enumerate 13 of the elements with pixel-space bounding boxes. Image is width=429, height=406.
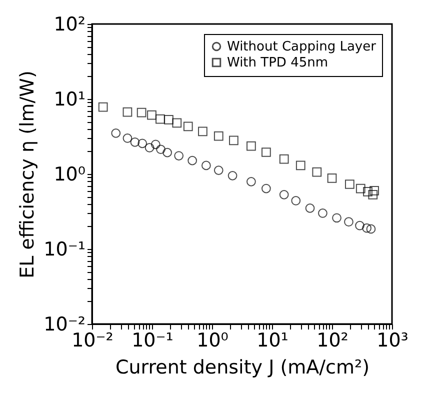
x-axis-title: Current density J (mA/cm²) (115, 356, 370, 378)
x-tick-label: 10⁰ (196, 330, 228, 352)
y-axis-title: EL efficiency η (lm/W) (16, 70, 39, 278)
x-tick-label: 10⁻¹ (132, 330, 174, 352)
y-tick-label: 10² (54, 14, 86, 36)
x-tick-label: 10¹ (256, 330, 288, 352)
x-tick-label: 10² (316, 330, 348, 352)
legend-label: With TPD 45nm (227, 56, 328, 70)
legend-label: Without Capping Layer (227, 40, 377, 54)
x-tick-label: 10³ (376, 330, 408, 352)
y-tick-label: 10¹ (54, 88, 86, 110)
y-tick-label: 10⁻¹ (44, 238, 86, 260)
y-tick-label: 10⁰ (54, 164, 86, 186)
